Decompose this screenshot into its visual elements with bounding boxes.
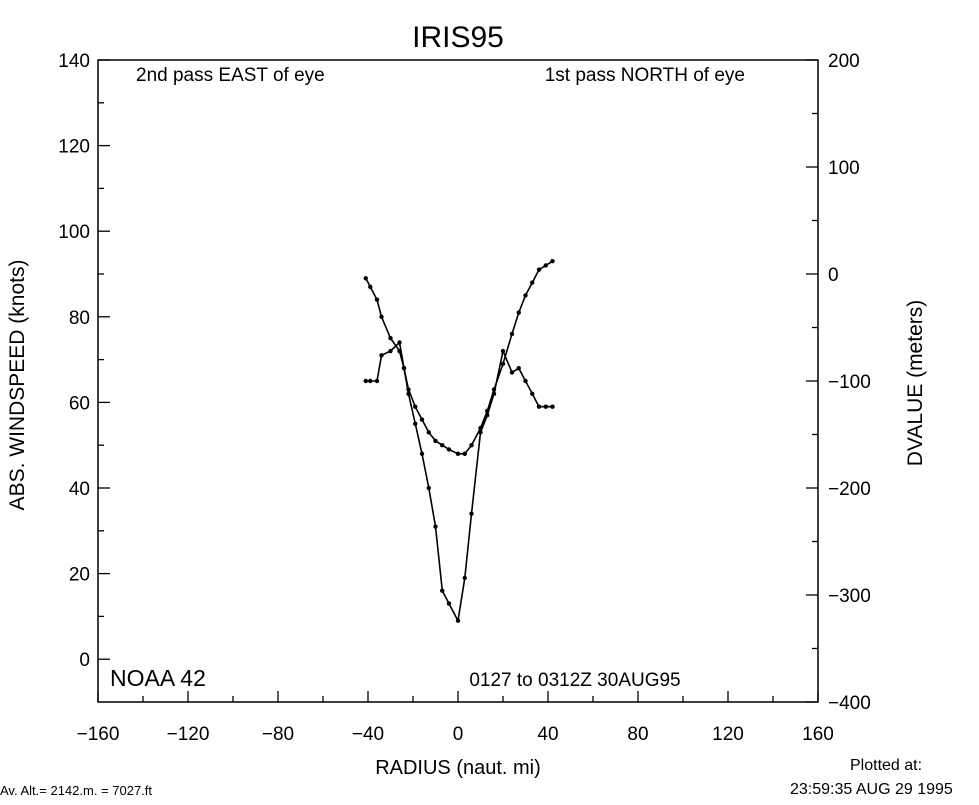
y2-tick-label: 0: [828, 265, 839, 286]
y-tick-label: 120: [58, 137, 90, 158]
series-2-point: [462, 575, 467, 581]
annotation-bottom-left: NOAA 42: [110, 665, 206, 691]
series-2-point: [500, 348, 506, 354]
y-axis-label: ABS. WINDSPEED (knots): [6, 260, 29, 511]
y2-tick-label: −200: [828, 479, 871, 500]
series-2-point: [491, 391, 497, 397]
series-1-point: [462, 451, 467, 456]
altitude-note: Av. Alt.= 2142.m. = 7027.ft: [0, 783, 153, 798]
series-2-point: [419, 451, 425, 456]
series-1-point: [455, 451, 461, 456]
series-lines: [363, 258, 555, 623]
plot-frame: [97, 59, 819, 703]
x-tick-label: 80: [627, 724, 648, 745]
x-tick-label: −160: [77, 724, 120, 745]
axis-ticks: [97, 59, 819, 703]
series-1-point: [536, 267, 542, 272]
series-1-point: [516, 310, 521, 315]
series-1-point: [440, 443, 445, 448]
y2-tick-label: 200: [828, 51, 860, 72]
series-1-point: [530, 280, 535, 285]
x-tick-label: 40: [537, 724, 558, 745]
series-1-point: [379, 314, 384, 319]
plotted-at-time: 23:59:35 AUG 29 1995: [790, 781, 953, 798]
series-1-line: [365, 260, 553, 455]
series-2-point: [426, 485, 431, 491]
x-tick-labels: −160 −120 −80 −40 0 40 80 120 160: [77, 724, 834, 745]
series-2-point: [509, 370, 515, 375]
series-1-point: [426, 430, 431, 435]
series-2-point: [516, 365, 521, 371]
annotation-bottom-right: 0127 to 0312Z 30AUG95: [469, 670, 680, 691]
series-1-point: [374, 297, 380, 302]
series-2-point: [485, 413, 490, 418]
series-2-point: [478, 430, 483, 435]
y2-tick-label: −400: [828, 693, 871, 714]
y2-tick-label: −100: [828, 372, 871, 393]
series-2-point: [363, 378, 368, 384]
series-2-line: [365, 341, 553, 622]
annotation-top-right: 1st pass NORTH of eye: [545, 65, 745, 86]
y-tick-label: 100: [58, 222, 90, 243]
series-2-point: [388, 348, 393, 354]
plotted-at-label: Plotted at:: [850, 757, 923, 774]
y2-axis-label: DVALUE (meters): [904, 300, 927, 466]
chart-title: IRIS95: [412, 21, 504, 54]
series-1-point: [388, 336, 393, 341]
annotation-top-left: 2nd pass EAST of eye: [136, 65, 325, 86]
series-2-point: [543, 404, 548, 409]
y-tick-label: 60: [69, 393, 90, 414]
series-2-point: [406, 391, 411, 397]
series-1-point: [433, 438, 438, 444]
series-2-point: [379, 353, 384, 358]
series-2-point: [368, 378, 373, 384]
y-tick-label: 20: [69, 565, 90, 586]
y-tick-label: 80: [69, 308, 90, 329]
series-2-point: [536, 404, 542, 409]
series-2-point: [397, 340, 402, 345]
y-tick-label: 140: [58, 51, 90, 72]
y-tick-label: 40: [69, 479, 90, 500]
x-tick-label: −40: [352, 724, 384, 745]
y2-tick-labels: −400 −300 −200 −100 0 100 200: [828, 51, 871, 714]
x-tick-label: −120: [167, 724, 210, 745]
series-1-point: [368, 284, 373, 290]
series-1-point: [523, 293, 528, 298]
series-2-point: [550, 404, 555, 409]
series-2-point: [523, 378, 528, 384]
series-2-point: [530, 391, 535, 397]
series-2-point: [440, 588, 445, 593]
series-2-point: [413, 421, 418, 426]
series-1-point: [509, 331, 515, 337]
y2-tick-label: 100: [828, 158, 860, 179]
series-2-point: [401, 365, 407, 371]
x-tick-label: 160: [802, 724, 834, 745]
x-axis-label: RADIUS (naut. mi): [375, 757, 541, 779]
series-2-point: [433, 524, 438, 529]
series-1-point: [363, 276, 368, 281]
series-2-point: [446, 601, 452, 606]
series-2-point: [469, 511, 474, 516]
y2-tick-label: −300: [828, 586, 871, 607]
x-tick-label: −80: [262, 724, 294, 745]
series-1-point: [446, 447, 452, 452]
series-1-point: [413, 404, 418, 409]
series-1-point: [500, 361, 506, 367]
y-tick-labels: 0 20 40 60 80 100 120 140: [58, 51, 90, 671]
series-2-point: [455, 618, 461, 623]
series-1-point: [469, 443, 474, 448]
x-tick-label: 0: [453, 724, 464, 745]
series-1-point: [419, 417, 425, 422]
y-tick-label: 0: [79, 650, 90, 671]
series-1-point: [543, 263, 548, 268]
x-tick-label: 120: [712, 724, 744, 745]
series-1-point: [550, 258, 555, 264]
series-2-point: [374, 378, 380, 384]
